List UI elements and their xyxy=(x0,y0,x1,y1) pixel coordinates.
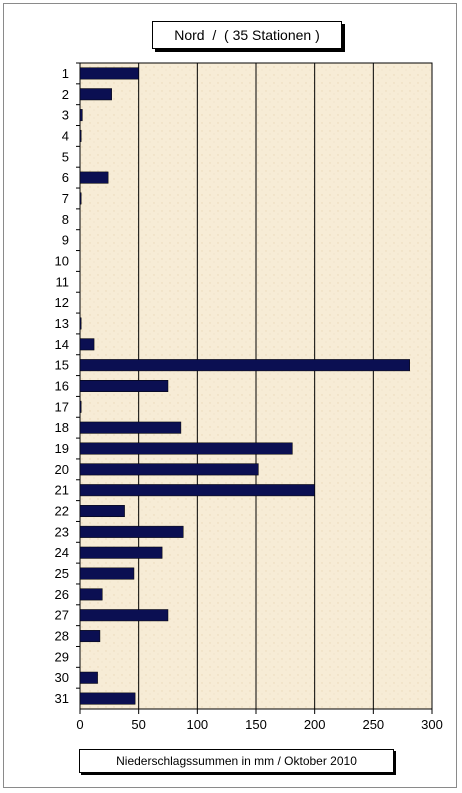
y-tick-label: 3 xyxy=(62,108,69,123)
x-tick-label: 50 xyxy=(131,717,145,732)
y-tick-label: 24 xyxy=(55,545,69,560)
y-tick-label: 20 xyxy=(55,462,69,477)
y-tick-label: 1 xyxy=(62,66,69,81)
y-tick-label: 16 xyxy=(55,379,69,394)
y-tick-label: 26 xyxy=(55,587,69,602)
bar-day-18 xyxy=(79,421,182,434)
y-tick-label: 6 xyxy=(62,170,69,185)
bar-day-3 xyxy=(79,109,83,122)
bar-day-26 xyxy=(79,588,103,601)
bar-day-19 xyxy=(79,442,293,455)
y-tick-label: 11 xyxy=(56,274,70,289)
bar-day-27 xyxy=(79,609,169,622)
y-tick-label: 2 xyxy=(62,87,69,102)
y-tick-label: 29 xyxy=(55,649,69,664)
y-tick-label: 12 xyxy=(55,295,69,310)
x-tick-label: 0 xyxy=(76,717,83,732)
chart-title: Nord / ( 35 Stationen ) xyxy=(152,21,342,49)
bar-day-20 xyxy=(79,463,259,476)
bar-day-17 xyxy=(79,400,82,413)
x-tick-label: 200 xyxy=(304,717,326,732)
y-tick-label: 19 xyxy=(55,441,69,456)
bar-day-25 xyxy=(79,567,135,580)
y-tick-label: 18 xyxy=(55,420,69,435)
bar-day-15 xyxy=(79,359,410,372)
y-tick-label: 21 xyxy=(55,483,69,498)
y-tick-label: 23 xyxy=(55,524,69,539)
bar-day-16 xyxy=(79,380,169,392)
bar-day-31 xyxy=(79,692,136,705)
y-tick-label: 27 xyxy=(55,608,69,623)
x-tick-label: 300 xyxy=(421,717,443,732)
y-tick-label: 8 xyxy=(62,212,69,227)
y-tick-label: 5 xyxy=(62,149,69,164)
y-tick-label: 28 xyxy=(55,629,69,644)
bar-day-4 xyxy=(79,129,82,142)
x-axis-label: Niederschlagssummen in mm / Oktober 2010 xyxy=(79,749,394,773)
y-tick-label: 9 xyxy=(62,233,69,248)
bar-day-6 xyxy=(79,171,109,184)
y-tick-label: 22 xyxy=(55,504,69,519)
y-tick-label: 31 xyxy=(55,691,69,706)
y-tick-label: 30 xyxy=(55,670,69,685)
y-tick-label: 7 xyxy=(62,191,69,206)
bar-day-30 xyxy=(79,671,98,684)
bar-day-7 xyxy=(79,192,82,205)
x-tick-label: 100 xyxy=(186,717,208,732)
y-tick-label: 17 xyxy=(55,399,69,414)
bar-day-22 xyxy=(79,505,125,518)
bar-day-2 xyxy=(79,88,112,101)
bar-day-23 xyxy=(79,525,184,538)
bar-day-14 xyxy=(79,338,95,351)
bar-day-21 xyxy=(79,484,315,497)
y-tick-label: 14 xyxy=(55,337,69,352)
x-tick-label: 250 xyxy=(362,717,384,732)
bar-day-1 xyxy=(79,67,139,80)
y-tick-label: 15 xyxy=(55,358,69,373)
y-tick-label: 13 xyxy=(55,316,69,331)
y-tick-label: 25 xyxy=(55,566,69,581)
bar-day-28 xyxy=(79,630,101,643)
bar-day-24 xyxy=(79,546,163,559)
y-tick-label: 10 xyxy=(55,253,69,268)
bar-day-13 xyxy=(79,317,82,330)
x-tick-label: 150 xyxy=(245,717,267,732)
y-tick-label: 4 xyxy=(62,128,69,143)
